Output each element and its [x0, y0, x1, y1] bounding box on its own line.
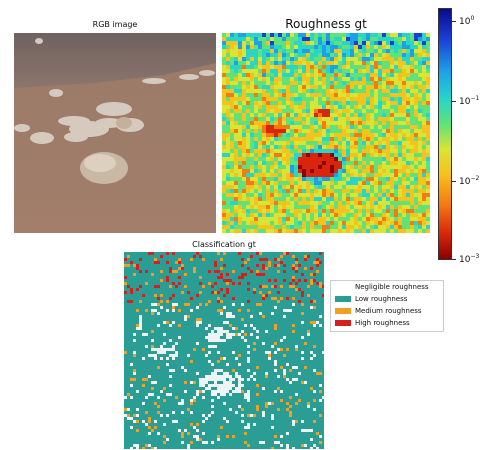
- legend-label: Low roughness: [355, 295, 408, 303]
- roughness-heatmap: [222, 33, 430, 233]
- colorbar-tick-label-3: 10−3: [459, 253, 480, 265]
- legend-item-high: High roughness: [335, 319, 410, 328]
- colorbar-tick: [452, 259, 456, 260]
- legend-item-negligible: Negligible roughness: [335, 283, 429, 292]
- colorbar-tick: [452, 101, 456, 102]
- legend-swatch: [335, 284, 351, 290]
- roughness-gt-panel: [222, 33, 430, 233]
- classification-gt-panel: [124, 252, 324, 449]
- legend-label: Negligible roughness: [355, 283, 429, 291]
- colorbar-tick: [452, 181, 456, 182]
- roughness-gt-title: Roughness gt: [285, 17, 367, 31]
- colorbar-tick-label-1: 10−1: [459, 95, 480, 107]
- legend-label: High roughness: [355, 319, 410, 327]
- legend-item-medium: Medium roughness: [335, 307, 422, 316]
- rgb-image-title: RGB image: [92, 20, 138, 29]
- legend-swatch: [335, 320, 351, 326]
- colorbar-tick-label-2: 10−2: [459, 175, 480, 187]
- legend-label: Medium roughness: [355, 307, 422, 315]
- legend-swatch: [335, 296, 351, 302]
- classification-map: [124, 252, 324, 449]
- legend-item-low: Low roughness: [335, 295, 407, 304]
- roughness-colorbar: [438, 8, 452, 260]
- classification-legend: Negligible roughness Low roughness Mediu…: [330, 280, 444, 332]
- colorbar-tick-label-0: 100: [459, 15, 475, 27]
- rgb-terrain-image: [14, 33, 216, 233]
- rgb-image-panel: [14, 33, 216, 233]
- classification-gt-title: Classification gt: [192, 240, 256, 249]
- colorbar-tick: [452, 21, 456, 22]
- legend-swatch: [335, 308, 351, 314]
